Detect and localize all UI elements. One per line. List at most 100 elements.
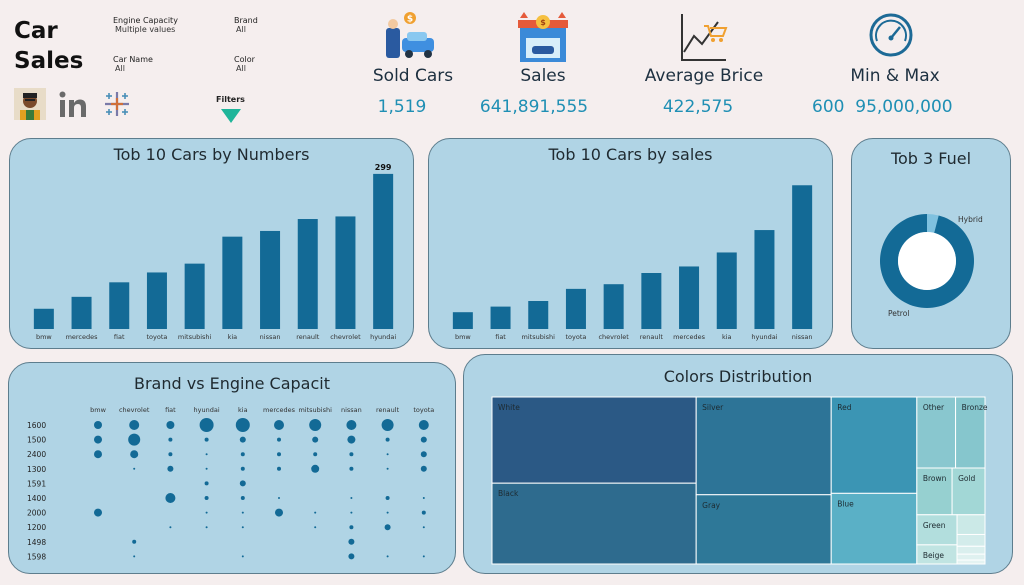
bubble-point bbox=[348, 553, 355, 560]
filters-label: Filters bbox=[216, 95, 245, 104]
page-title: Car Sales bbox=[14, 16, 104, 76]
x-tick-label: nissan bbox=[792, 333, 813, 341]
bubble-point bbox=[381, 419, 394, 431]
bar-hyundai bbox=[373, 173, 394, 329]
page-title-line2: Sales bbox=[14, 48, 84, 74]
y-tick-label: 1200 bbox=[27, 523, 46, 532]
treemap-label: Bronze bbox=[962, 403, 988, 412]
brand-engine-title: Brand vs Engine Capacit bbox=[133, 374, 330, 393]
treemap-tile bbox=[956, 559, 986, 565]
x-tick-label: mercedes bbox=[66, 333, 99, 341]
bubble-point bbox=[168, 437, 173, 442]
y-tick-label: 1591 bbox=[27, 479, 46, 488]
y-tick-label: 1498 bbox=[27, 538, 46, 547]
kpi-min-max-value: 600 95,000,000 bbox=[812, 97, 953, 117]
treemap-tile-white bbox=[491, 396, 697, 484]
treemap-label: White bbox=[498, 403, 520, 412]
tableau-icon[interactable] bbox=[102, 89, 132, 119]
bubble-point bbox=[94, 450, 102, 459]
bubble-point bbox=[346, 420, 357, 430]
filter-engine-capacity[interactable]: Engine Capacity Multiple values bbox=[113, 16, 178, 34]
bubble-point bbox=[385, 496, 390, 500]
avatar[interactable] bbox=[14, 88, 46, 120]
bubble-point bbox=[94, 508, 102, 517]
bubble-point bbox=[204, 481, 209, 486]
top10-numbers-card: Tob 10 Cars by Numbers bmw mercedes fiat to… bbox=[9, 138, 414, 349]
kpi-average-price-value: 422,575 bbox=[662, 97, 734, 117]
x-tick-label: bmw bbox=[36, 333, 52, 341]
slice-label-petrol: Petrol bbox=[888, 309, 909, 318]
bubble-point bbox=[241, 511, 244, 514]
filter-color[interactable]: Color All bbox=[234, 55, 255, 73]
treemap-tile-red bbox=[830, 396, 918, 494]
bubble-point bbox=[386, 467, 389, 470]
filters-toggle-icon[interactable] bbox=[220, 108, 242, 124]
kpi-min-max-label: Min & Max bbox=[850, 66, 940, 86]
treemap-tile-gray bbox=[695, 494, 832, 565]
filter-car-name[interactable]: Car Name All bbox=[113, 55, 153, 73]
bubble-point bbox=[422, 497, 425, 499]
top10-sales-chart: bmw fiat mitsubishi toyota chevrolet renault m… bbox=[452, 185, 813, 341]
bubble-point bbox=[349, 466, 354, 471]
x-tick-label: hyundai bbox=[751, 333, 777, 341]
x-tick-label: hyundai bbox=[194, 406, 220, 414]
svg-text:$: $ bbox=[540, 18, 546, 27]
bar-toyota bbox=[146, 272, 167, 329]
bar-hyundai bbox=[754, 230, 775, 329]
filter-brand[interactable]: Brand All bbox=[234, 16, 258, 34]
treemap-label: Black bbox=[498, 489, 519, 498]
bubble-point bbox=[199, 418, 214, 432]
bubble-point bbox=[350, 497, 353, 499]
filter-label: Brand bbox=[234, 16, 258, 25]
treemap-label: Silver bbox=[702, 403, 724, 412]
x-tick-label: fiat bbox=[114, 333, 125, 341]
x-tick-label: kia bbox=[722, 333, 732, 341]
bubble-point bbox=[241, 526, 244, 529]
linkedin-icon[interactable] bbox=[58, 90, 88, 120]
x-tick-label: nissan bbox=[260, 333, 281, 341]
bubble-point bbox=[133, 467, 136, 470]
treemap-label: Green bbox=[923, 521, 946, 530]
bubble-point bbox=[386, 453, 389, 456]
bubble-point bbox=[421, 510, 426, 515]
bubble-point bbox=[241, 555, 244, 558]
top3-fuel-card: Tob 3 Fuel Hybrid Petrol bbox=[851, 138, 1011, 349]
x-tick-label: fiat bbox=[165, 406, 176, 414]
treemap-label: Other bbox=[923, 403, 945, 412]
bubble-point bbox=[420, 436, 427, 443]
bubble-point bbox=[167, 465, 174, 472]
treemap-tile-black bbox=[491, 482, 697, 565]
bubble-point bbox=[274, 420, 284, 430]
bubble-point bbox=[277, 452, 281, 457]
bubble-point bbox=[94, 435, 102, 444]
bubble-point bbox=[385, 437, 390, 442]
bubble-point bbox=[422, 555, 425, 558]
colors-card: Colors Distribution White Black Silver Gray… bbox=[463, 354, 1013, 574]
donut-slice-hybrid bbox=[927, 214, 939, 233]
x-tick-label: toyota bbox=[413, 406, 434, 414]
bubble-point bbox=[166, 421, 175, 429]
bubble-point bbox=[128, 433, 141, 446]
treemap-label: Gold bbox=[958, 474, 975, 483]
x-tick-label: mitsubishi bbox=[178, 333, 212, 341]
bubble-point bbox=[133, 555, 136, 558]
bubble-point bbox=[205, 467, 208, 470]
bubble-point bbox=[347, 435, 356, 444]
bubble-point bbox=[309, 419, 322, 431]
donut-hole bbox=[898, 232, 956, 290]
filter-label: Engine Capacity bbox=[113, 16, 178, 25]
treemap-label: Gray bbox=[702, 501, 720, 510]
x-tick-label: mitsubishi bbox=[522, 333, 556, 341]
treemap-tile bbox=[956, 553, 986, 561]
top3-fuel-title: Tob 3 Fuel bbox=[890, 149, 972, 168]
kpi-average-price-label: Average Brice bbox=[644, 66, 764, 86]
treemap-label: Brown bbox=[923, 474, 947, 483]
colors-title: Colors Distribution bbox=[663, 367, 813, 386]
car-shop-icon: $ bbox=[516, 10, 570, 64]
filter-label: Car Name bbox=[113, 55, 153, 64]
bar-toyota bbox=[565, 288, 586, 329]
x-tick-label: hyundai bbox=[370, 333, 396, 341]
filter-value: All bbox=[236, 64, 246, 73]
x-tick-label: bmw bbox=[455, 333, 471, 341]
treemap-tile-silver bbox=[695, 396, 832, 496]
